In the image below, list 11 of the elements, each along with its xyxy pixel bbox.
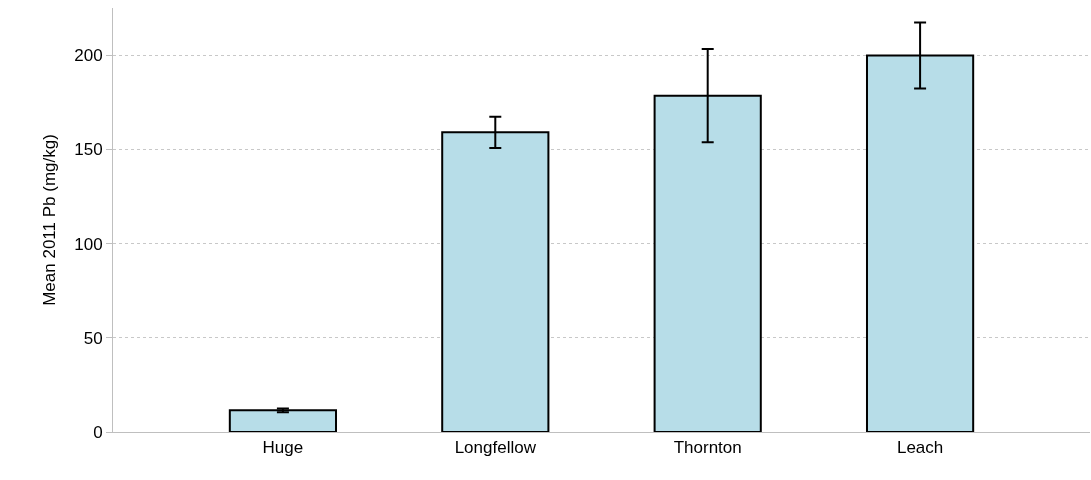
x-tick-label: Thornton (673, 438, 742, 458)
y-tick-label: 50 (83, 328, 103, 348)
x-tick-label: Longfellow (454, 438, 537, 458)
y-tick-label: 150 (74, 140, 103, 160)
bar (228, 409, 338, 432)
y-tick-label: 200 (74, 46, 103, 66)
x-tick-label: Huge (262, 438, 304, 458)
y-axis-title: Mean 2011 Pb (mg/kg) (39, 134, 59, 306)
y-tick-label: 0 (93, 422, 103, 442)
y-tick-label: 100 (74, 234, 103, 254)
x-tick-label: Leach (896, 438, 944, 458)
